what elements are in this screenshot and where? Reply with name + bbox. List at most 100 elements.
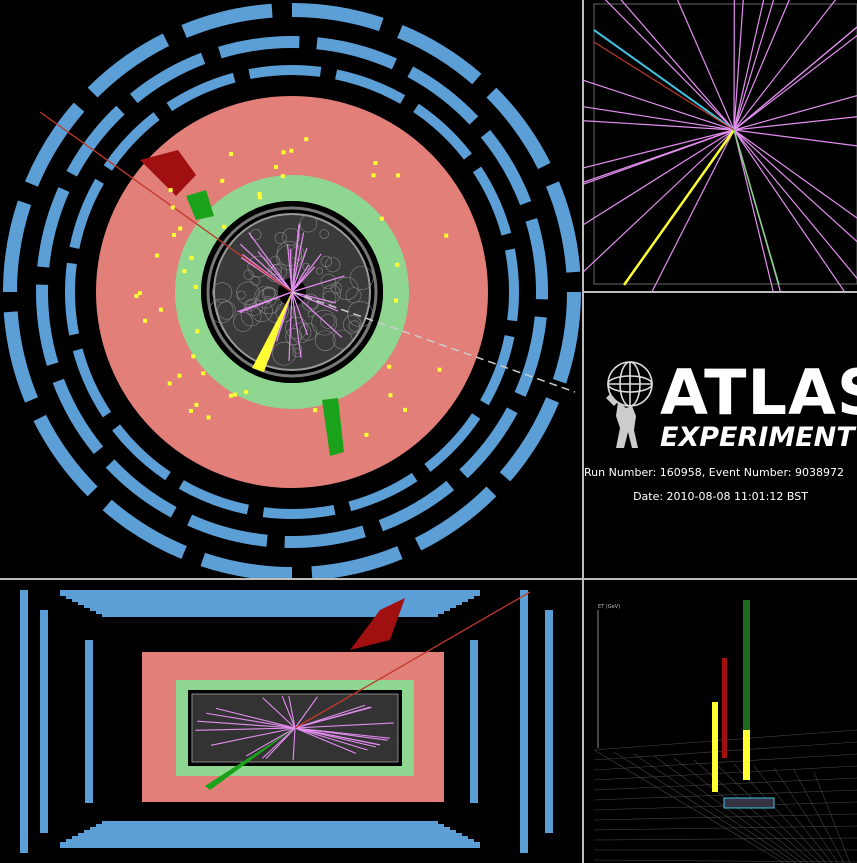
energy-deposit-cell bbox=[193, 285, 198, 290]
particle-track bbox=[239, 291, 293, 313]
energy-deposit-cell bbox=[313, 408, 318, 413]
missing-energy-line bbox=[39, 111, 293, 293]
inner-detector-edge bbox=[213, 213, 371, 371]
muon-chamber-segment bbox=[248, 65, 322, 80]
hit-curve bbox=[274, 232, 287, 245]
energy-deposit-cell bbox=[201, 371, 206, 376]
muon-chamber-segment bbox=[291, 3, 384, 32]
energy-deposit-cell bbox=[437, 367, 442, 372]
muon-chamber-segment bbox=[200, 552, 293, 578]
lego-tower-red bbox=[722, 658, 727, 758]
end-view-detector-display bbox=[3, 3, 581, 578]
hit-curve bbox=[285, 316, 308, 340]
hit-curve bbox=[347, 301, 374, 328]
side-track bbox=[210, 727, 296, 746]
vertex-track-cyan bbox=[593, 29, 735, 131]
energy-deposit-cell bbox=[274, 165, 279, 170]
vertex-track bbox=[733, 129, 845, 291]
energy-deposit-cell bbox=[388, 393, 393, 398]
energy-deposit-cell bbox=[229, 152, 234, 157]
hit-curve bbox=[217, 301, 236, 320]
hit-curve bbox=[345, 287, 362, 304]
energy-deposit-cell bbox=[396, 173, 401, 178]
lego-grid-line bbox=[753, 765, 833, 863]
energy-deposit-cell bbox=[394, 298, 399, 303]
particle-track bbox=[291, 291, 339, 312]
side-view-detector-display bbox=[20, 590, 553, 853]
energy-deposit-cell bbox=[379, 216, 384, 221]
side-view-panel bbox=[0, 580, 582, 863]
atlas-globe-figure-icon bbox=[606, 361, 653, 448]
muon-chamber-segment bbox=[24, 102, 85, 187]
hit-curve bbox=[320, 255, 332, 268]
side-hadronic-deposit bbox=[350, 598, 405, 650]
muon-chamber-segment bbox=[52, 378, 104, 455]
muon-chamber-segment bbox=[112, 424, 171, 481]
energy-deposit-cell bbox=[182, 269, 187, 274]
muon-endcap-wheel bbox=[85, 640, 93, 803]
logo-subtitle: EXPERIMENT bbox=[660, 422, 855, 453]
muon-chamber-segment bbox=[424, 413, 481, 472]
lego-axis-label: ET (GeV) bbox=[598, 604, 621, 610]
side-track bbox=[262, 697, 296, 729]
vertex-track bbox=[676, 0, 735, 131]
hit-curve bbox=[319, 229, 330, 239]
hit-curve bbox=[245, 298, 263, 316]
hit-curve bbox=[307, 310, 315, 318]
energy-deposit-cell bbox=[206, 415, 211, 420]
lego-grid-line bbox=[633, 753, 797, 863]
lego-grid-line bbox=[593, 837, 857, 841]
energy-deposit-cell bbox=[155, 253, 160, 258]
vertex-track bbox=[584, 79, 735, 131]
solenoid-gap bbox=[201, 201, 383, 383]
vertex-track bbox=[733, 116, 857, 131]
hit-curve bbox=[209, 298, 234, 324]
vertex-track bbox=[733, 26, 857, 131]
side-track bbox=[288, 695, 296, 729]
muon-chamber-segment bbox=[335, 69, 406, 104]
lego-grid-line bbox=[593, 825, 857, 831]
em-deposit bbox=[322, 398, 344, 456]
hit-curve bbox=[236, 290, 246, 300]
vertex-zoom-panel bbox=[584, 0, 857, 291]
vertex-track bbox=[733, 129, 857, 280]
hit-curve bbox=[348, 320, 360, 332]
muon-chamber-segment bbox=[166, 72, 236, 112]
hit-curve bbox=[314, 330, 336, 351]
muon-chamber-segment bbox=[87, 33, 170, 98]
energy-deposit-cell bbox=[188, 408, 193, 413]
event-date: Date: 2010-08-08 11:01:12 BST bbox=[633, 490, 808, 503]
particle-track bbox=[239, 243, 293, 293]
lego-grid-line bbox=[673, 757, 809, 863]
muon-chamber-segment bbox=[72, 348, 112, 418]
run-event-number: Run Number: 160958, Event Number: 903897… bbox=[584, 466, 844, 479]
muon-chamber-segment bbox=[414, 486, 497, 551]
vertical-divider bbox=[582, 0, 584, 863]
side-track bbox=[294, 727, 380, 746]
hit-curve bbox=[320, 273, 337, 290]
energy-deposit-cell bbox=[244, 389, 249, 394]
hit-curve bbox=[292, 348, 302, 358]
side-missing-energy bbox=[294, 591, 531, 729]
side-track bbox=[281, 696, 296, 729]
muon-endcap-wheel bbox=[40, 610, 48, 833]
particle-track bbox=[289, 248, 293, 293]
muon-chamber-segment bbox=[181, 3, 273, 38]
energy-deposit-cell bbox=[143, 318, 148, 323]
energy-deposit-cell bbox=[171, 232, 176, 237]
energy-deposit-cell bbox=[289, 148, 294, 153]
muon-chamber-segment bbox=[33, 414, 98, 497]
hit-curve bbox=[322, 284, 341, 303]
energy-deposit-cell bbox=[191, 354, 196, 359]
hit-curve bbox=[311, 309, 338, 336]
side-track bbox=[265, 727, 296, 759]
lego-grid-line bbox=[593, 777, 857, 791]
particle-track bbox=[291, 248, 308, 293]
hit-curve bbox=[322, 290, 337, 305]
hadronic-calorimeter-ring bbox=[96, 96, 488, 488]
particle-track bbox=[267, 291, 293, 361]
vertex-track bbox=[733, 129, 857, 219]
horizontal-divider-top-right bbox=[584, 291, 857, 293]
hit-curve bbox=[307, 298, 318, 309]
energy-deposit-cell bbox=[137, 291, 142, 296]
